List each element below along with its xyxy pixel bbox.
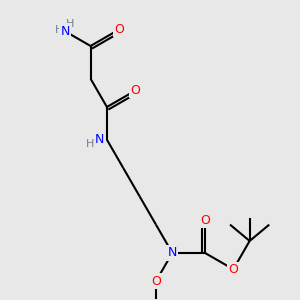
Text: O: O: [114, 23, 124, 36]
Text: H: H: [65, 19, 74, 29]
Text: O: O: [228, 263, 238, 276]
Text: N: N: [168, 246, 177, 260]
Text: N: N: [95, 133, 104, 146]
Text: N: N: [61, 25, 70, 38]
Text: O: O: [200, 214, 210, 227]
Text: O: O: [130, 84, 140, 97]
Text: H: H: [55, 25, 64, 34]
Text: O: O: [151, 275, 161, 288]
Text: H: H: [86, 139, 95, 149]
